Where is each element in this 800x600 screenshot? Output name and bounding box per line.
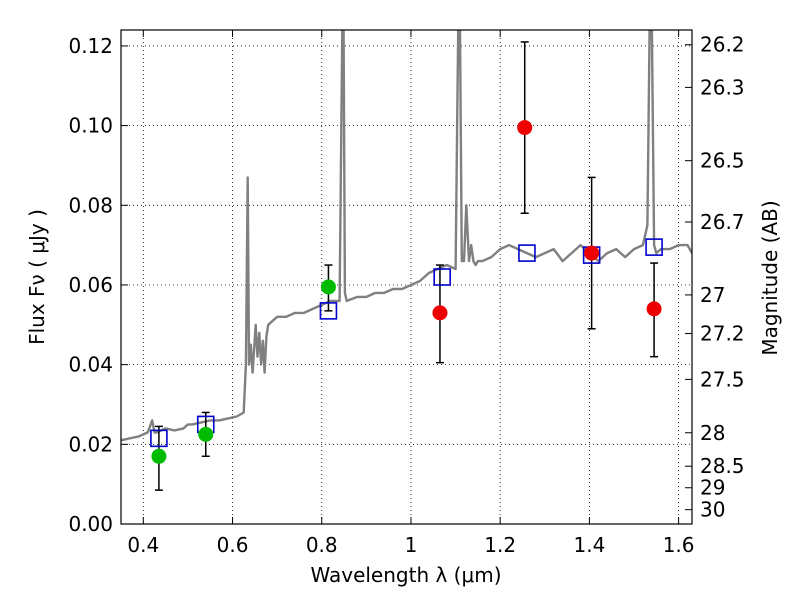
model-square-point xyxy=(518,244,536,262)
y-axis-right-label: Magnitude (AB) xyxy=(758,200,782,355)
right-tick-label: 27 xyxy=(700,283,725,307)
observed-point xyxy=(151,448,167,464)
y-tick-label: 0.08 xyxy=(68,193,113,217)
right-tick-label: 30 xyxy=(700,498,725,522)
right-tick-label: 28 xyxy=(700,421,725,445)
y-tick-label: 0.12 xyxy=(68,34,113,58)
observed-point xyxy=(517,120,533,136)
error-bars xyxy=(154,41,659,491)
right-tick-label: 26.5 xyxy=(700,149,745,173)
right-tick-label: 29 xyxy=(700,476,725,500)
observed-point xyxy=(320,279,336,295)
right-tick-label: 26.7 xyxy=(700,210,745,234)
observed-point xyxy=(584,245,600,261)
model-squares xyxy=(150,238,663,448)
y-tick-label: 0.00 xyxy=(68,512,113,536)
observed-point xyxy=(198,426,214,442)
y-tick-label: 0.04 xyxy=(68,353,113,377)
y-tick-label: 0.02 xyxy=(68,432,113,456)
x-tick-label: 0.4 xyxy=(127,533,159,557)
x-axis-label: Wavelength λ (μm) xyxy=(310,563,501,587)
x-tick-label: 1.4 xyxy=(573,533,605,557)
model-square-point xyxy=(433,268,451,286)
plot-frame xyxy=(120,29,693,525)
x-tick-label: 1.6 xyxy=(663,533,695,557)
y-tick-label: 0.06 xyxy=(68,273,113,297)
ticks xyxy=(121,30,692,525)
spectrum-series xyxy=(121,30,692,442)
model-square-point xyxy=(150,429,168,448)
right-tick-label: 27.2 xyxy=(700,322,745,346)
right-tick-label: 26.3 xyxy=(700,75,745,99)
right-tick-label: 27.5 xyxy=(700,367,745,391)
x-tick-label: 1.2 xyxy=(484,533,516,557)
model-square-point xyxy=(645,238,663,256)
grid xyxy=(121,30,692,525)
observed-point xyxy=(432,305,448,321)
tick-labels: 0.4 0.6 0.8 1 1.2 1.4 1.6 0.00 0.02 0.04 0.06 0.08 0… xyxy=(68,33,744,557)
x-tick-label: 1 xyxy=(405,533,418,557)
x-tick-label: 0.6 xyxy=(217,533,249,557)
observed-points xyxy=(151,120,662,464)
spectrum-line xyxy=(121,30,692,442)
y-axis-label: Flux Fν ( μJy ) xyxy=(25,209,49,345)
observed-point xyxy=(646,301,662,317)
y-tick-label: 0.10 xyxy=(68,114,113,138)
model-square-point xyxy=(319,302,338,320)
right-tick-label: 28.5 xyxy=(700,454,745,478)
x-tick-label: 0.8 xyxy=(306,533,338,557)
right-tick-label: 26.2 xyxy=(700,33,745,57)
